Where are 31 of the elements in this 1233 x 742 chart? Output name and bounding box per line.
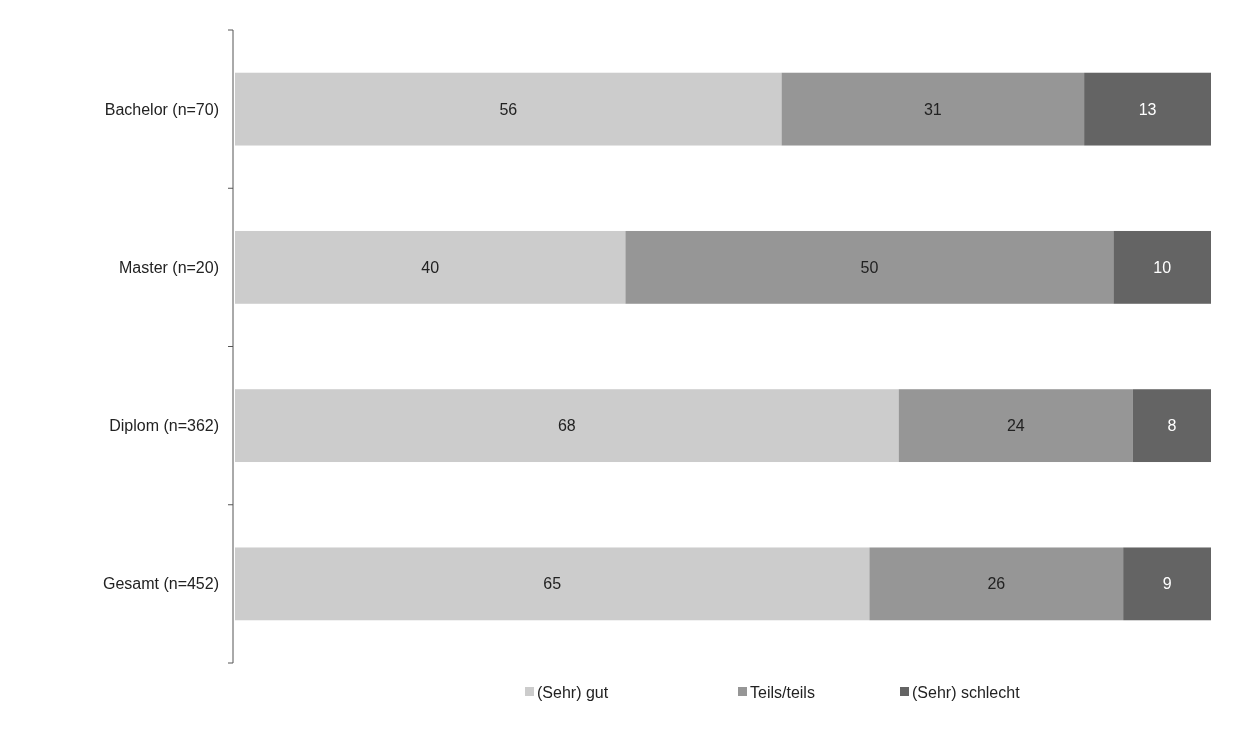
bar (235, 230, 626, 304)
legend-label: (Sehr) schlecht (912, 683, 1021, 701)
data-label: 9 (1162, 575, 1172, 593)
bar (235, 389, 899, 463)
bar (1132, 389, 1211, 463)
data-label: 56 (499, 100, 518, 118)
bar (1113, 230, 1211, 304)
data-label: 8 (1167, 417, 1177, 435)
bar (625, 230, 1114, 304)
data-label: 50 (860, 258, 879, 276)
bar (235, 547, 870, 621)
y-tick-label: Diplom (n=362) (109, 417, 219, 435)
bar (898, 389, 1133, 463)
data-label: 40 (421, 258, 440, 276)
bar (1084, 72, 1211, 146)
bar (781, 72, 1085, 146)
data-label: 31 (923, 100, 942, 118)
legend-label: (Sehr) gut (537, 683, 609, 701)
y-tick-label: Bachelor (n=70) (104, 100, 219, 118)
data-label: 24 (1006, 417, 1025, 435)
bar (235, 72, 782, 146)
data-label: 10 (1153, 258, 1172, 276)
data-label: 13 (1138, 100, 1157, 118)
data-label: 65 (543, 575, 562, 593)
data-label: 26 (987, 575, 1006, 593)
bar (869, 547, 1124, 621)
y-tick-label: Master (n=20) (118, 258, 219, 276)
y-tick-label: Gesamt (n=452) (102, 575, 219, 593)
bar (1123, 547, 1211, 621)
legend-label: Teils/teils (750, 683, 815, 701)
data-label: 68 (557, 417, 576, 435)
